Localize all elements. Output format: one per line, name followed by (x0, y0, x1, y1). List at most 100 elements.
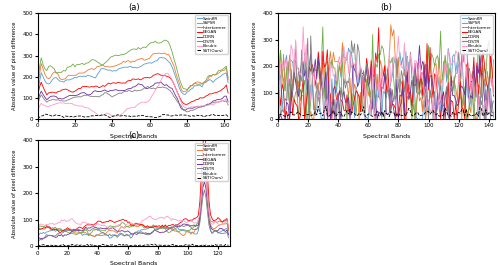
Line: DISTR: DISTR (38, 86, 228, 112)
SSPSR (388, 23, 394, 27)
DISTR (81, 228, 87, 231)
SST(Ours) (114, 244, 120, 247)
Legend: SwinfIR, SSPSR, Intertormer, EEGAN, DDRN, DISTR, Bicubic, SST(Ours): SwinfIR, SSPSR, Intertormer, EEGAN, DDRN… (196, 15, 228, 54)
SSPSR (200, 175, 206, 178)
SST(Ours) (451, 112, 457, 116)
Intertormer (220, 220, 226, 223)
EEGAN (134, 222, 140, 225)
Bicubic (226, 226, 232, 229)
SST(Ours) (214, 114, 220, 117)
SST(Ours) (432, 112, 438, 115)
Legend: SwinfIR, SSPSR, Intertormer, EEGAN, DDRN, DISTR, Bicubic, SST(Ours): SwinfIR, SSPSR, Intertormer, EEGAN, DDRN… (460, 15, 493, 54)
EEGAN (274, 76, 280, 79)
EEGAN (81, 225, 87, 228)
Title: (c): (c) (128, 131, 140, 140)
DDRN (158, 80, 164, 83)
Intertormer (202, 164, 207, 167)
DDRN (218, 227, 224, 230)
SwinfIR (225, 81, 231, 84)
EEGAN (212, 91, 218, 94)
SSPSR (302, 118, 308, 121)
SST(Ours) (210, 113, 216, 116)
SSPSR (87, 68, 93, 71)
SSPSR (212, 73, 218, 76)
Line: SSPSR: SSPSR (278, 25, 494, 119)
SST(Ours) (208, 113, 214, 116)
SwinfIR (145, 61, 151, 65)
SSPSR (225, 78, 231, 81)
SST(Ours) (136, 244, 141, 247)
EEGAN (87, 86, 93, 89)
SSPSR (206, 74, 212, 78)
SSPSR (106, 229, 112, 232)
Bicubic (134, 223, 140, 226)
Line: DDRN: DDRN (38, 82, 228, 110)
Bicubic (274, 79, 280, 82)
SwinfIR (306, 118, 312, 121)
Line: Intertormer: Intertormer (38, 40, 228, 90)
SSPSR (180, 90, 186, 93)
SwinfIR (220, 229, 226, 232)
Line: Intertormer: Intertormer (278, 27, 494, 119)
Bicubic (113, 114, 119, 118)
DDRN (134, 233, 140, 236)
EEGAN (145, 76, 151, 79)
Line: DDRN: DDRN (278, 46, 494, 119)
DISTR (290, 90, 296, 93)
DISTR (212, 100, 218, 104)
DISTR (198, 208, 204, 211)
SwinfIR (206, 78, 212, 81)
SwinfIR (202, 152, 207, 155)
Line: EEGAN: EEGAN (38, 74, 228, 104)
DDRN (210, 99, 216, 103)
SwinfIR (34, 237, 40, 240)
Y-axis label: Absolute value of pixel difference: Absolute value of pixel difference (12, 22, 18, 111)
Y-axis label: Absolute value of pixel difference: Absolute value of pixel difference (252, 22, 258, 111)
Title: (a): (a) (128, 3, 140, 12)
Intertormer (212, 74, 218, 77)
Line: EEGAN: EEGAN (38, 130, 228, 234)
Bicubic (210, 103, 216, 107)
EEGAN (342, 109, 348, 112)
EEGAN (226, 226, 232, 229)
Intertormer (114, 224, 120, 228)
EEGAN (216, 90, 222, 93)
DDRN (145, 87, 151, 90)
Bicubic (81, 221, 87, 224)
Bicubic (300, 25, 306, 28)
Intertormer (274, 61, 280, 65)
DDRN (198, 203, 204, 206)
Intertormer (145, 44, 151, 47)
SST(Ours) (202, 244, 207, 247)
DDRN (87, 93, 93, 96)
Bicubic (202, 167, 207, 171)
SSPSR (136, 225, 141, 228)
Intertormer (308, 99, 314, 102)
DDRN (225, 100, 231, 103)
DISTR (218, 232, 224, 235)
SST(Ours) (82, 244, 88, 247)
Bicubic (34, 230, 40, 233)
Line: SST(Ours): SST(Ours) (38, 114, 228, 118)
SwinfIR (490, 99, 496, 103)
SwinfIR (200, 164, 206, 167)
EEGAN (432, 72, 438, 75)
Line: DISTR: DISTR (278, 32, 494, 119)
Intertormer (320, 25, 326, 29)
Bicubic (371, 118, 377, 121)
Line: EEGAN: EEGAN (278, 28, 494, 119)
Intertormer (106, 224, 112, 227)
Intertormer (225, 77, 231, 80)
Intertormer (162, 38, 168, 42)
DDRN (454, 104, 460, 107)
EEGAN (291, 98, 297, 101)
Intertormer (451, 74, 457, 78)
EEGAN (225, 91, 231, 95)
DISTR (146, 86, 152, 89)
DDRN (81, 228, 87, 231)
SwinfIR (182, 93, 188, 96)
EEGAN (34, 96, 40, 100)
Line: SST(Ours): SST(Ours) (278, 106, 494, 117)
Intertormer (34, 82, 40, 85)
Intertormer (210, 73, 216, 76)
